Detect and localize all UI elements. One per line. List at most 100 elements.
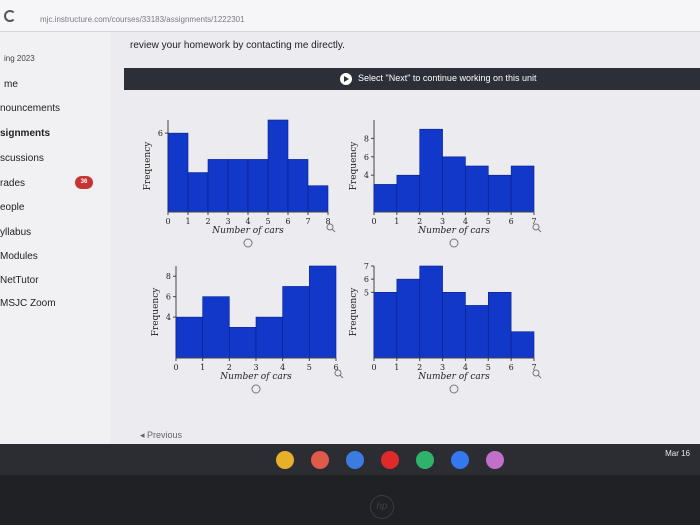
previous-button[interactable]: ◂ Previous: [140, 430, 183, 440]
grades-count-badge: 36: [75, 176, 93, 189]
x-tick-label: 0: [165, 217, 170, 226]
chrome-icon[interactable]: [276, 451, 294, 469]
sidebar-item-msjc-zoom[interactable]: MSJC Zoom: [0, 298, 56, 309]
x-tick-label: 0: [371, 363, 376, 372]
histogram-bar: [442, 291, 466, 359]
histogram-bar: [487, 291, 512, 359]
sidebar-item-syllabus[interactable]: yllabus: [0, 227, 32, 238]
histogram-bar: [229, 327, 257, 359]
y-tick-label: 8: [364, 134, 369, 143]
histogram-bar: [510, 331, 535, 359]
address-bar[interactable]: mjc.instructure.com/courses/33183/assign…: [40, 15, 245, 24]
next-banner[interactable]: Select "Next" to continue working on thi…: [124, 68, 700, 90]
histogram-bar: [396, 278, 421, 359]
histogram-option-b[interactable]: Frequency 4 6 8 0 1 2 3 4 5 6 7 Number of cars: [344, 112, 544, 248]
y-tick-label: 6: [158, 129, 163, 138]
magnify-icon[interactable]: [532, 223, 542, 233]
x-tick-label: 7: [531, 217, 536, 226]
sidebar-item-discussions[interactable]: scussions: [0, 153, 44, 164]
youtube-icon[interactable]: [381, 451, 399, 469]
histogram-bar: [282, 286, 310, 359]
course-term: ing 2023: [4, 54, 35, 63]
y-tick-label: 4: [166, 313, 171, 322]
gmail-icon[interactable]: [311, 451, 329, 469]
hp-logo-icon: hp: [370, 495, 394, 519]
histogram-bar: [255, 316, 283, 359]
x-tick-label: 6: [285, 217, 290, 226]
histogram-bar: [465, 165, 489, 213]
histogram-option-c[interactable]: Frequency 4 6 8 0 1 2 3 4 5 6 Number of cars: [146, 258, 346, 394]
sidebar-item-home[interactable]: me: [4, 79, 18, 90]
x-tick-label: 1: [394, 217, 399, 226]
histogram-bar: [202, 296, 230, 359]
histogram-bar: [419, 128, 443, 213]
docs-icon[interactable]: [346, 451, 364, 469]
histogram-option-d[interactable]: Frequency 5 6 7 0 1 2 3 4 5 6 7 Number of cars: [344, 258, 544, 394]
play-icon: [340, 73, 352, 85]
histogram-bar: [227, 159, 249, 213]
play-store-icon[interactable]: [416, 451, 434, 469]
x-tick-label: 7: [305, 217, 310, 226]
sidebar-item-nettutor[interactable]: NetTutor: [0, 275, 39, 286]
clock-date[interactable]: Mar 16: [665, 449, 690, 458]
histogram-bar: [175, 316, 203, 359]
x-axis-label: Number of cars: [417, 226, 490, 236]
y-tick-label: 6: [166, 293, 171, 302]
sidebar-item-people[interactable]: eople: [0, 202, 25, 213]
x-tick-label: 0: [173, 363, 178, 372]
answer-radio[interactable]: [251, 384, 261, 394]
sidebar-item-grades[interactable]: rades: [0, 178, 26, 189]
histogram-bar: [187, 172, 209, 213]
x-tick-label: 7: [531, 363, 536, 372]
answer-radio[interactable]: [243, 238, 253, 248]
x-tick-label: 4: [463, 217, 468, 226]
sidebar-item-assignments[interactable]: signments: [0, 128, 51, 139]
magnify-icon[interactable]: [532, 369, 542, 379]
x-tick-label: 2: [417, 363, 422, 372]
x-tick-label: 4: [245, 217, 250, 226]
histogram-bar: [396, 174, 421, 213]
y-tick-label: 4: [364, 171, 369, 180]
x-axis-label: Number of cars: [219, 372, 292, 382]
photos-icon[interactable]: [486, 451, 504, 469]
histogram-bar: [442, 156, 466, 213]
instructions-text: review your homework by contacting me di…: [130, 40, 345, 51]
x-tick-label: 5: [307, 363, 312, 372]
x-axis-label: Number of cars: [211, 226, 284, 236]
next-banner-text: Select "Next" to continue working on thi…: [358, 73, 537, 83]
x-tick-label: 8: [325, 217, 330, 226]
histogram-bar: [419, 265, 443, 359]
answer-radio[interactable]: [449, 384, 459, 394]
x-tick-label: 2: [205, 217, 210, 226]
x-tick-label: 6: [333, 363, 338, 372]
x-tick-label: 5: [486, 363, 491, 372]
course-sidebar: ing 2023 me nouncements signments scussi…: [0, 32, 110, 475]
x-tick-label: 1: [200, 363, 205, 372]
magnify-icon[interactable]: [326, 223, 336, 233]
y-tick-label: 8: [166, 272, 171, 281]
x-tick-label: 6: [509, 217, 514, 226]
x-tick-label: 0: [371, 217, 376, 226]
y-axis-label: Frequency: [151, 287, 161, 337]
settings-icon[interactable]: [451, 451, 469, 469]
answer-radio[interactable]: [449, 238, 459, 248]
histogram-bar: [287, 159, 309, 213]
x-tick-label: 6: [509, 363, 514, 372]
sidebar-item-modules[interactable]: Modules: [0, 251, 38, 262]
histogram-bar: [267, 119, 289, 213]
y-axis-label: Frequency: [143, 141, 153, 191]
histogram-bar: [465, 305, 489, 359]
screen: mjc.instructure.com/courses/33183/assign…: [0, 0, 700, 475]
histogram-option-a[interactable]: Frequency 6 0 1 2 3 4 5 6 7 8 Number of cars: [138, 112, 338, 248]
reload-icon[interactable]: [4, 10, 16, 22]
magnify-icon[interactable]: [334, 369, 344, 379]
x-tick-label: 1: [185, 217, 190, 226]
sidebar-item-announcements[interactable]: nouncements: [0, 103, 61, 114]
browser-toolbar: mjc.instructure.com/courses/33183/assign…: [0, 0, 700, 32]
histogram-bar: [167, 132, 189, 213]
x-tick-label: 3: [440, 217, 445, 226]
main-content: review your homework by contacting me di…: [118, 32, 700, 475]
y-tick-label: 7: [364, 262, 369, 271]
x-tick-label: 4: [280, 363, 285, 372]
laptop-bezel: [0, 475, 700, 525]
